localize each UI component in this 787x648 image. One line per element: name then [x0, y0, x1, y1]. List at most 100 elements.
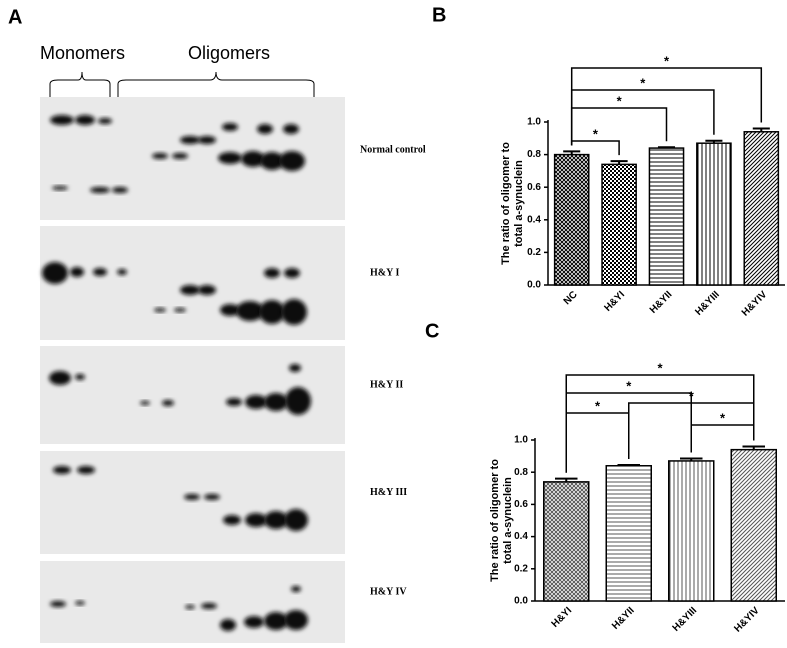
blot-band: [98, 118, 112, 124]
significance-star: *: [689, 388, 695, 403]
blot-band: [77, 466, 95, 474]
blot-band: [244, 616, 264, 628]
significance-star: *: [664, 53, 670, 68]
y-tick-label: 1.0: [527, 117, 541, 128]
blot-band: [152, 153, 168, 159]
y-tick-label: 0.0: [527, 280, 541, 291]
significance-star: *: [617, 93, 623, 108]
bar: [668, 460, 715, 602]
significance-star: *: [626, 378, 632, 393]
significance-bracket: [570, 140, 620, 156]
blot-band: [49, 371, 71, 385]
blot-band: [180, 136, 200, 144]
x-tick-label: NC: [562, 289, 580, 307]
x-tick-label: H&YI: [602, 289, 627, 314]
y-tick-label: 0.4: [514, 531, 528, 542]
blot-band: [284, 610, 308, 630]
blot-band: [220, 619, 236, 631]
blot-band: [279, 151, 305, 171]
significance-bracket: [570, 67, 763, 146]
x-tick-label: H&YI: [550, 605, 575, 630]
blot-band: [198, 136, 216, 144]
significance-star: *: [720, 410, 726, 425]
x-tick-label: H&YIV: [732, 605, 762, 635]
error-bar: [657, 146, 676, 149]
error-bar: [752, 127, 770, 132]
panel-label: B: [432, 4, 446, 26]
blot-band: [291, 586, 301, 592]
blot-row-label: Normal control: [360, 144, 426, 155]
blot-band: [289, 364, 301, 372]
significance-star: *: [657, 360, 663, 375]
y-axis-label: total a-synuclein: [513, 160, 525, 247]
bar: [648, 147, 685, 286]
bar: [730, 448, 777, 602]
significance-bracket: [565, 374, 755, 473]
y-axis-label: The ratio of oligomer to: [500, 142, 512, 265]
blot-band: [42, 262, 68, 284]
y-tick-label: 0.0: [514, 596, 528, 607]
x-tick-label: H&YII: [648, 289, 675, 316]
error-bar: [610, 160, 628, 165]
y-tick-label: 0.2: [514, 563, 528, 574]
blot-band: [284, 509, 308, 531]
blot-band: [264, 268, 280, 278]
x-tick-label: H&YII: [610, 605, 637, 632]
y-tick-label: 0.2: [527, 247, 541, 258]
bar: [553, 153, 590, 286]
blot-band: [52, 186, 68, 190]
blot-image: [40, 561, 345, 643]
x-tick-label: H&YIII: [671, 605, 700, 634]
blot-band: [218, 152, 242, 164]
y-tick-label: 1.0: [514, 435, 528, 446]
blot-band: [75, 374, 85, 380]
x-tick-label: H&YIV: [740, 289, 770, 319]
significance-bracket: [628, 402, 755, 459]
blot-band: [75, 115, 95, 125]
blot-band: [50, 115, 74, 125]
blot-band: [259, 300, 285, 324]
bar: [605, 465, 652, 602]
significance-star: *: [640, 75, 646, 90]
blot-row-label: H&Y I: [370, 267, 399, 278]
blot-band: [260, 152, 284, 170]
significance-bracket: [690, 424, 755, 453]
bar: [543, 481, 590, 602]
error-bar: [742, 445, 765, 450]
blot-band: [204, 494, 220, 500]
monomer-brace: [49, 71, 111, 97]
blot-band: [245, 395, 267, 409]
y-tick-label: 0.8: [514, 467, 528, 478]
blot-band: [70, 267, 84, 277]
blot-band: [154, 308, 166, 312]
error-bar: [555, 477, 578, 482]
panel-label: C: [425, 320, 439, 342]
blot-band: [236, 301, 264, 321]
significance-bracket: [565, 412, 630, 473]
panel-label: A: [8, 6, 22, 28]
y-axis-label: total a-synuclein: [502, 477, 514, 564]
blot-band: [162, 400, 174, 406]
blot-row-label: H&Y IV: [370, 586, 407, 597]
oligomer-brace: [117, 71, 315, 97]
x-tick-label: H&YIII: [693, 289, 722, 318]
blot-band: [53, 466, 71, 474]
blot-band: [172, 153, 188, 159]
blot-band: [264, 393, 288, 411]
blot-band: [112, 187, 128, 193]
significance-bracket: [570, 107, 668, 146]
blot-band: [285, 387, 311, 415]
error-bar: [680, 457, 703, 461]
blot-band: [201, 603, 217, 609]
blot-band: [220, 304, 240, 316]
blot-band: [245, 513, 267, 527]
blot-band: [283, 124, 299, 134]
blot-band: [264, 511, 288, 529]
blot-band: [180, 285, 200, 295]
blot-band: [185, 605, 195, 609]
blot-band: [198, 285, 216, 295]
y-tick-label: 0.6: [527, 182, 541, 193]
blot-band: [90, 187, 110, 193]
error-bar: [617, 463, 640, 466]
